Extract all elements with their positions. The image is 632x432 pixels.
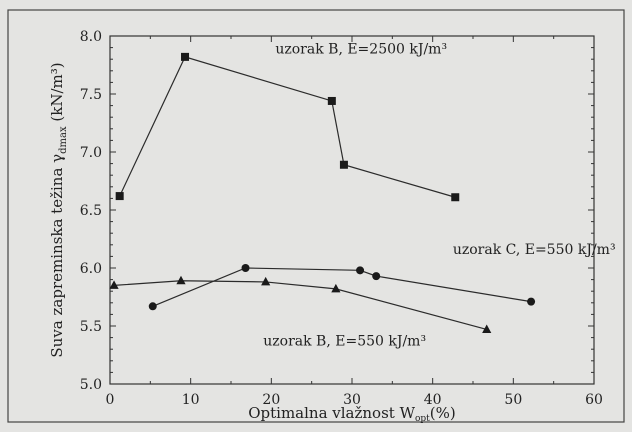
x-tick-label: 60 — [585, 392, 603, 408]
y-tick-label: 5.5 — [80, 319, 102, 335]
axis-ticks: 0 10 20 30 40 50 60 5.0 5.5 6.0 6.5 7.0 7.5 8.0 — [80, 29, 603, 408]
series-line — [113, 280, 487, 331]
y-tick-label: 6.5 — [80, 203, 102, 219]
series-square — [115, 52, 460, 202]
x-tick-label: 10 — [182, 392, 200, 408]
annotation-layer: uzorak B, E=2500 kJ/m³ uzorak C, E=550 kJ… — [263, 41, 615, 349]
y-tick-label: 7.0 — [80, 145, 102, 161]
y-tick-label: 5.0 — [80, 377, 102, 393]
circle-marker — [241, 264, 250, 272]
series-line — [152, 267, 532, 307]
square-marker — [327, 96, 336, 105]
circle-marker — [527, 297, 536, 306]
x-tick-label: 30 — [343, 392, 361, 408]
series-annotation: uzorak B, E=2500 kJ/m³ — [275, 41, 447, 57]
series-line — [119, 56, 456, 198]
square-marker — [181, 52, 190, 61]
y-axis-label: Suva zapreminska težina γdmax (kN/m³) — [48, 62, 69, 357]
square-marker — [115, 192, 124, 201]
x-tick-label: 20 — [262, 392, 280, 408]
square-marker — [339, 160, 348, 169]
x-tick-label: 50 — [504, 392, 522, 408]
triangle-marker — [176, 275, 186, 285]
x-tick-label: 40 — [424, 392, 442, 408]
x-axis-label: Optimalna vlažnost Wopt(%) — [248, 404, 456, 424]
series-annotation: uzorak B, E=550 kJ/m³ — [263, 334, 426, 350]
triangle-marker — [261, 276, 271, 286]
series-layer — [109, 52, 536, 333]
y-tick-label: 7.5 — [80, 87, 102, 103]
y-tick-label: 6.0 — [80, 261, 102, 277]
y-tick-label: 8.0 — [80, 29, 102, 45]
circle-marker — [148, 302, 157, 311]
plot-area-frame — [109, 35, 595, 385]
series-annotation: uzorak C, E=550 kJ/m³ — [453, 242, 616, 258]
triangle-marker — [331, 283, 341, 293]
series-triangle — [109, 275, 492, 333]
x-tick-label: 0 — [106, 392, 115, 408]
square-marker — [451, 193, 460, 202]
circle-marker — [356, 266, 365, 275]
circle-marker — [372, 272, 381, 281]
triangle-marker — [109, 280, 119, 289]
triangle-marker — [482, 324, 492, 333]
figure-border — [7, 9, 625, 423]
series-circle — [148, 264, 536, 311]
